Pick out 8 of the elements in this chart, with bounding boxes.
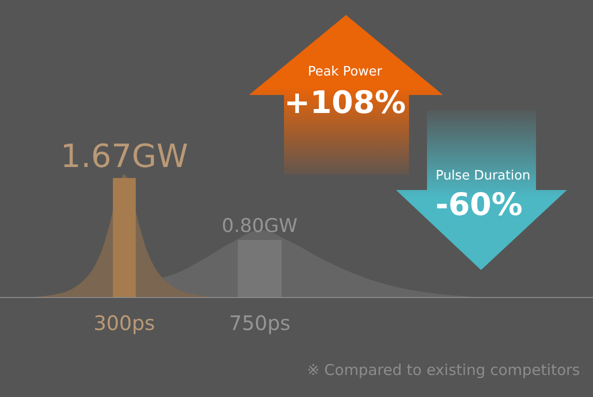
data-label: 0.80GW xyxy=(222,215,298,237)
annotation: -60% xyxy=(435,187,523,223)
text: +108% xyxy=(284,85,406,121)
annotation: Pulse Duration xyxy=(436,168,530,184)
text: Peak Power xyxy=(308,64,382,80)
x-tick-label: 300ps xyxy=(94,311,155,335)
data-label: 1.67GW xyxy=(60,137,188,176)
x-tick-label: 750ps xyxy=(229,311,290,335)
